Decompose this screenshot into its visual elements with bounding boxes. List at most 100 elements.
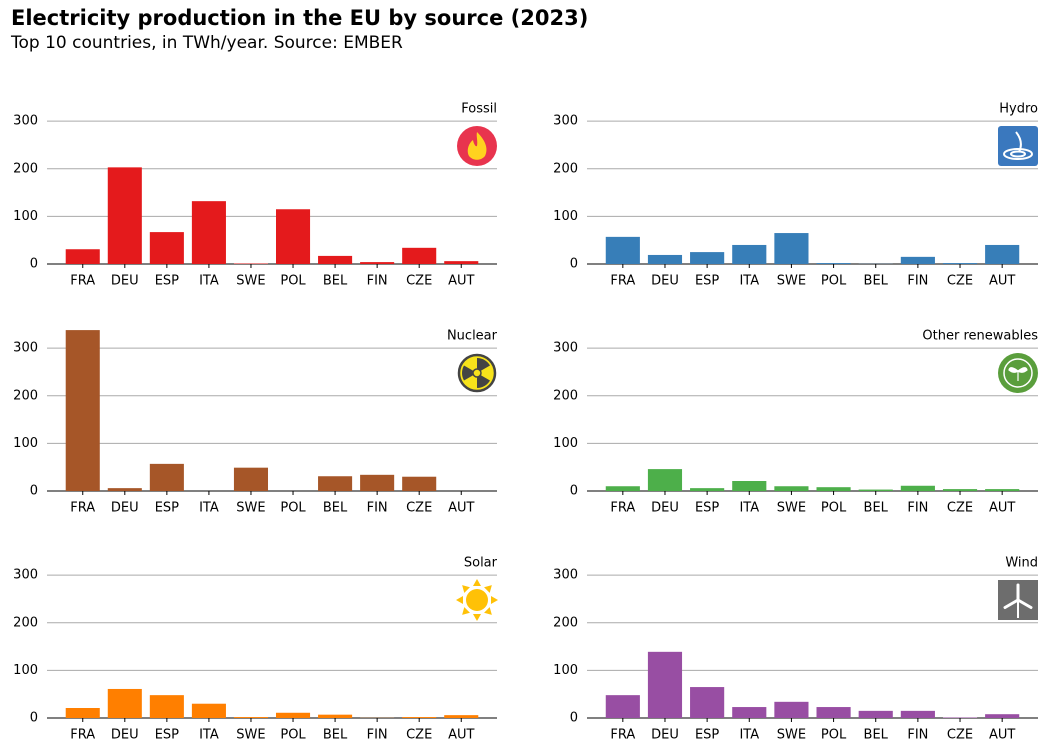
y-tick-label: 300 xyxy=(553,114,578,129)
panel-title: Fossil xyxy=(461,102,497,117)
icon-ray xyxy=(473,579,481,586)
x-tick-label: SWE xyxy=(777,501,806,516)
panel: 0 100 200 300 FRA DEU ESP ITA SWE POL BEL FIN CZE AUT… xyxy=(553,556,1038,743)
x-tick-label: ITA xyxy=(199,501,219,516)
x-tick-label: DEU xyxy=(111,728,139,743)
icon-ring xyxy=(1003,358,1033,388)
bar xyxy=(107,688,142,718)
icon-ray xyxy=(456,596,463,604)
x-tick-label: SWE xyxy=(236,501,265,516)
x-tick-label: AUT xyxy=(448,501,474,516)
bar xyxy=(233,467,269,491)
x-tick-label: DEU xyxy=(111,501,139,516)
icon-ripple xyxy=(1010,150,1026,158)
y-tick-label: 100 xyxy=(553,436,578,451)
panel: 0 100 200 300 FRA DEU ESP ITA SWE POL BEL FIN CZE AUT… xyxy=(553,102,1038,289)
panel-title: Solar xyxy=(464,556,498,571)
x-tick-label: POL xyxy=(280,501,306,516)
page-subtitle: Top 10 countries, in TWh/year. Source: E… xyxy=(10,33,403,53)
y-tick-label: 100 xyxy=(13,663,38,678)
icon-blade xyxy=(462,365,477,381)
x-tick-label: BEL xyxy=(864,501,889,516)
x-tick-label: BEL xyxy=(864,728,889,743)
bar xyxy=(942,489,978,491)
bar xyxy=(360,262,395,264)
x-tick-label: CZE xyxy=(406,728,432,743)
panel-title: Other renewables xyxy=(922,329,1038,344)
bar xyxy=(774,486,809,491)
bar xyxy=(191,201,226,264)
x-tick-label: FIN xyxy=(367,501,388,516)
bar xyxy=(900,485,935,491)
y-tick-label: 300 xyxy=(13,341,38,356)
x-tick-label: AUT xyxy=(989,274,1015,289)
icon-blade xyxy=(1016,598,1033,609)
x-tick-label: ESP xyxy=(695,728,719,743)
x-tick-label: FRA xyxy=(70,728,95,743)
bar xyxy=(605,486,640,491)
y-tick-label: 100 xyxy=(553,663,578,678)
icon-flame xyxy=(467,132,487,160)
bar xyxy=(318,476,353,491)
panel: 0 100 200 300 FRA DEU ESP ITA SWE POL BEL FIN CZE AUT… xyxy=(13,102,497,289)
bar xyxy=(816,487,851,491)
bar xyxy=(402,717,437,718)
x-tick-label: POL xyxy=(280,274,306,289)
panel: 0 100 200 300 FRA DEU ESP ITA SWE POL BEL FIN CZE AUT… xyxy=(13,556,498,743)
x-tick-label: DEU xyxy=(111,274,139,289)
y-tick-label: 200 xyxy=(553,615,578,630)
y-tick-label: 300 xyxy=(13,114,38,129)
y-tick-label: 200 xyxy=(13,388,38,403)
y-tick-label: 100 xyxy=(553,209,578,224)
bar xyxy=(942,263,978,264)
x-tick-label: DEU xyxy=(651,728,679,743)
y-tick-label: 0 xyxy=(30,484,38,499)
bar xyxy=(690,488,725,491)
bar xyxy=(605,695,640,718)
bar xyxy=(149,695,184,718)
x-tick-label: SWE xyxy=(236,728,265,743)
bar xyxy=(985,244,1020,264)
x-tick-label: FRA xyxy=(610,501,635,516)
icon-ray xyxy=(491,596,498,604)
bar xyxy=(858,710,893,718)
bar xyxy=(318,714,353,718)
x-tick-label: SWE xyxy=(777,274,806,289)
panel-title: Hydro xyxy=(999,102,1038,117)
x-tick-label: POL xyxy=(821,274,847,289)
y-tick-label: 300 xyxy=(553,568,578,583)
y-tick-label: 0 xyxy=(570,257,578,272)
x-tick-label: BEL xyxy=(323,728,348,743)
bar xyxy=(318,255,353,264)
bar xyxy=(816,263,851,264)
x-tick-label: DEU xyxy=(651,274,679,289)
bar xyxy=(690,252,725,264)
x-tick-label: POL xyxy=(280,728,306,743)
y-tick-label: 0 xyxy=(30,257,38,272)
x-tick-label: CZE xyxy=(947,501,973,516)
bar xyxy=(402,476,437,491)
icon-sprout xyxy=(1008,367,1028,381)
x-tick-label: ESP xyxy=(695,274,719,289)
bar xyxy=(690,687,725,718)
bar xyxy=(65,249,100,264)
x-tick-label: ITA xyxy=(739,728,759,743)
y-tick-label: 300 xyxy=(13,568,38,583)
x-tick-label: AUT xyxy=(989,728,1015,743)
y-tick-label: 200 xyxy=(13,161,38,176)
bar xyxy=(647,254,683,264)
icon-fall xyxy=(1015,131,1022,153)
panel-title: Nuclear xyxy=(447,329,498,344)
x-tick-label: BEL xyxy=(323,274,348,289)
x-tick-label: FIN xyxy=(367,274,388,289)
page-title: Electricity production in the EU by sour… xyxy=(11,6,588,30)
icon-blade xyxy=(477,373,490,388)
panel-title: Wind xyxy=(1005,556,1038,571)
x-tick-label: FIN xyxy=(367,728,388,743)
bar xyxy=(900,256,935,264)
bar xyxy=(985,489,1020,491)
icon-sun xyxy=(466,589,488,611)
bar xyxy=(275,712,311,718)
x-tick-label: ITA xyxy=(739,501,759,516)
x-tick-label: FRA xyxy=(70,501,95,516)
